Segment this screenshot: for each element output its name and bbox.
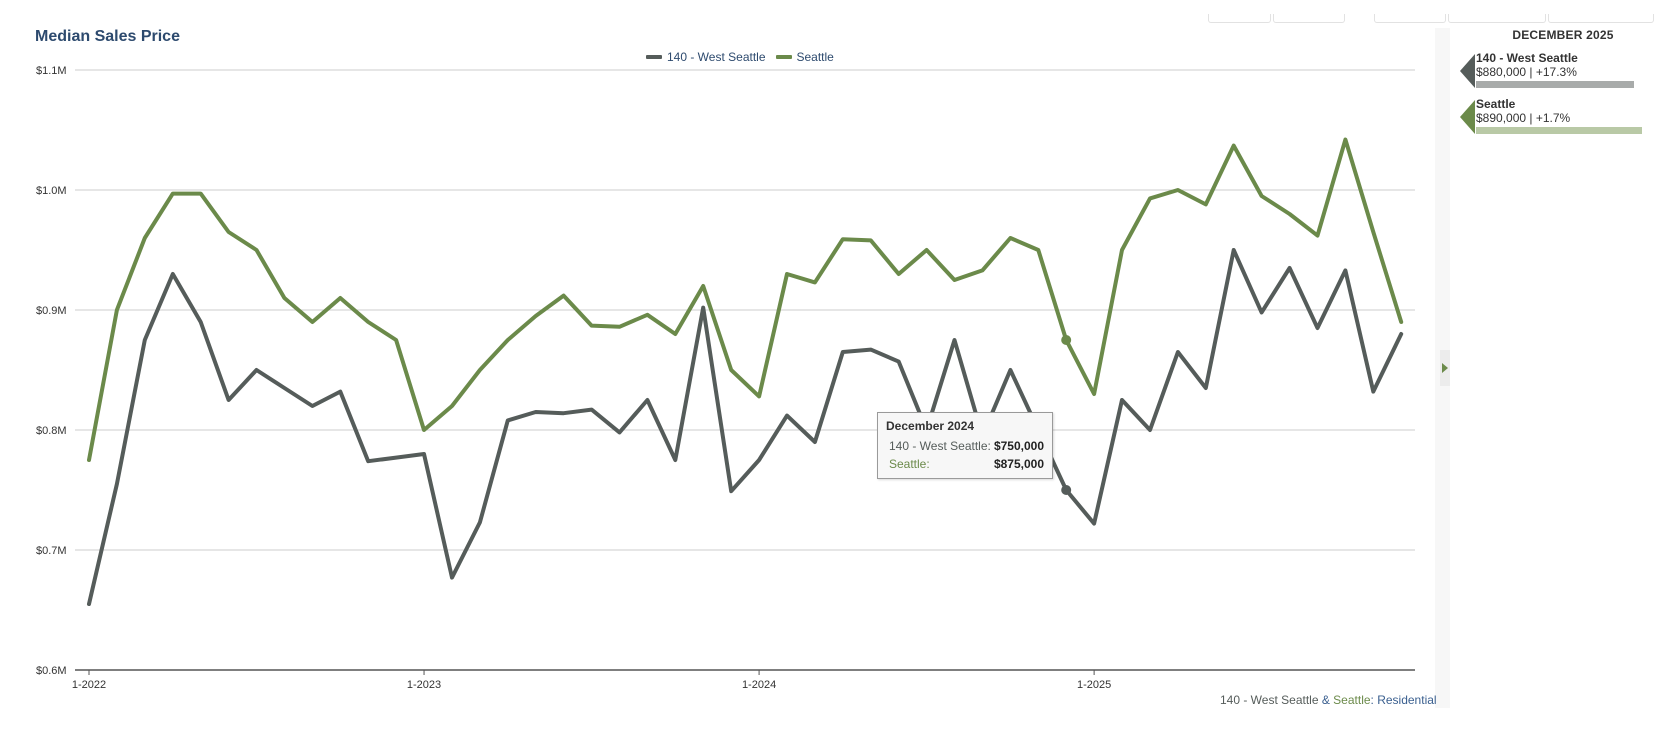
y-tick-label: $1.1M: [36, 65, 67, 77]
side-entry-value: $880,000 | +17.3%: [1476, 65, 1577, 79]
tooltip-row-west-seattle: 140 - West Seattle: $750,000: [886, 437, 1044, 455]
legend-item-seattle[interactable]: Seattle: [775, 50, 834, 64]
highlight-point-west-seattle: [1061, 485, 1072, 495]
toolbar-tab[interactable]: [1273, 14, 1345, 23]
tooltip-row-seattle: Seattle: $875,000: [886, 455, 1044, 473]
line-chart: $0.6M $0.7M $0.8M $0.9M $1.0M $1.1M 1-2022 1-20…: [36, 65, 1415, 691]
chart-legend: 140 - West Seattle Seattle: [646, 50, 834, 64]
toolbar-tab[interactable]: [1374, 14, 1446, 23]
side-entry-name: 140 - West Seattle: [1476, 51, 1578, 65]
chart-title: Median Sales Price: [35, 28, 180, 45]
legend-label-seattle: Seattle: [796, 50, 834, 64]
footer-area-1[interactable]: 140 - West Seattle: [1220, 693, 1319, 707]
chart-footer: 140 - West Seattle & Seattle: Residentia…: [1220, 693, 1437, 707]
side-entry-bar: [1476, 127, 1642, 134]
tooltip-label: 140 - West Seattle:: [889, 439, 991, 453]
tooltip-label: Seattle:: [889, 457, 930, 471]
x-tick-label: 1-2023: [407, 679, 441, 691]
side-panel-heading: DECEMBER 2025: [1512, 28, 1614, 42]
chevron-right-icon: [1442, 363, 1448, 373]
footer-separator: :: [1370, 693, 1378, 707]
pointer-arrow-icon: [1460, 100, 1475, 134]
footer-property-type[interactable]: Residential: [1377, 693, 1437, 707]
highlight-point-seattle: [1061, 335, 1072, 345]
tooltip-value: $750,000: [993, 439, 1044, 453]
toolbar-tab[interactable]: [1448, 14, 1546, 23]
legend-swatch-west-seattle: [646, 55, 662, 59]
side-entry-value: $890,000 | +1.7%: [1476, 111, 1571, 125]
side-panel-toggle[interactable]: [1440, 350, 1450, 386]
toolbar-tab[interactable]: [1208, 14, 1271, 23]
legend-item-west-seattle[interactable]: 140 - West Seattle: [646, 50, 766, 64]
pointer-arrow-icon: [1460, 54, 1475, 88]
side-entry-seattle: Seattle $890,000 | +1.7%: [1460, 97, 1666, 134]
tooltip-title: December 2024: [886, 419, 975, 433]
legend-label-west-seattle: 140 - West Seattle: [667, 50, 766, 64]
y-tick-label: $0.7M: [36, 545, 67, 557]
tooltip-value: $875,000: [993, 457, 1044, 471]
series-line-west-seattle: [87, 248, 1404, 606]
y-tick-label: $0.8M: [36, 425, 67, 437]
side-entry-west-seattle: 140 - West Seattle $880,000 | +17.3%: [1460, 51, 1666, 88]
x-tick-label: 1-2025: [1077, 679, 1111, 691]
y-tick-label: $1.0M: [36, 185, 67, 197]
legend-swatch-seattle: [775, 55, 792, 59]
footer-area-2[interactable]: Seattle: [1333, 693, 1371, 707]
x-tick-label: 1-2022: [72, 679, 106, 691]
side-panel: DECEMBER 2025 140 - West Seattle $880,00…: [1460, 28, 1666, 143]
side-entry-bar: [1476, 81, 1634, 88]
side-entry-name: Seattle: [1476, 97, 1516, 111]
chart-tooltip: December 2024 140 - West Seattle: $750,0…: [877, 412, 1053, 479]
series-line-seattle: [87, 137, 1404, 462]
y-tick-label: $0.9M: [36, 305, 67, 317]
footer-separator: &: [1318, 693, 1334, 707]
y-tick-label: $0.6M: [36, 665, 67, 677]
toolbar-tab[interactable]: [1548, 14, 1654, 23]
x-tick-label: 1-2024: [742, 679, 776, 691]
